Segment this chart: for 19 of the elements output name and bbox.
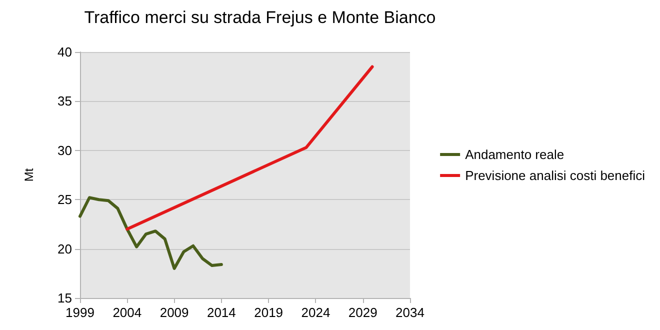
y-axis-title: Mt [22,168,36,182]
y-tick-label: 40 [58,44,72,60]
x-tick-label: 2024 [301,305,330,320]
x-tick-label: 2034 [396,305,424,320]
x-tick-label: 2014 [206,305,236,320]
x-tick-label: 2029 [348,305,378,320]
y-tick-label: 25 [58,192,72,208]
y-tick-label: 30 [58,142,72,158]
legend-label: Previsione analisi costi benefici [465,168,646,183]
x-tick-label: 1999 [66,305,94,320]
chart-title: Traffico merci su strada Frejus e Monte Bianco [84,8,436,27]
x-tick-label: 2004 [112,305,142,320]
legend-label: Andamento reale [465,147,564,162]
line-series [78,196,223,270]
y-tick-label: 20 [58,241,72,256]
y-tick-label: 15 [58,290,72,306]
y-tick-label: 35 [58,94,72,109]
x-tick-label: 2019 [254,305,284,320]
x-tick-label: 2009 [160,305,189,320]
